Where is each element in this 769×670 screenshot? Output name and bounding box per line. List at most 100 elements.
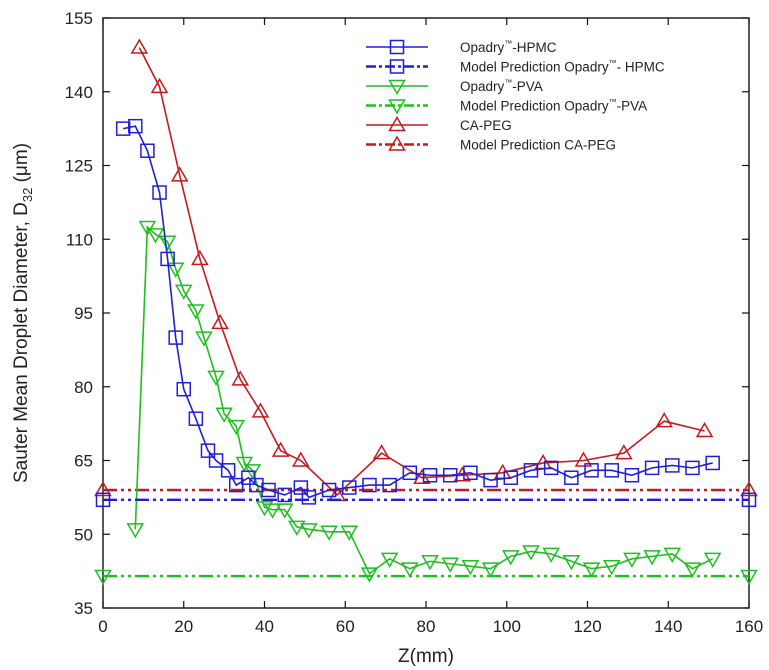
- data-point: [300, 523, 318, 539]
- data-point: [503, 470, 519, 485]
- y-tick-label: 80: [74, 378, 93, 397]
- x-tick-label: 120: [573, 617, 601, 636]
- legend-label-part: Model Prediction Opadry: [460, 60, 609, 75]
- data-point: [342, 480, 357, 495]
- data-point: [421, 555, 439, 571]
- legend-item: CA-PEG: [366, 115, 512, 133]
- data-point: [166, 262, 185, 278]
- legend-label-part: - HPMC: [617, 60, 665, 75]
- y-tick-label: 95: [74, 304, 93, 323]
- legend-label: Model Prediction Opadry™-PVA: [460, 98, 647, 114]
- data-point: [200, 443, 216, 458]
- data-point: [402, 465, 418, 481]
- y-tick-label: 50: [74, 525, 93, 544]
- legend-label: Model Prediction Opadry™- HPMC: [460, 59, 665, 75]
- legend-label-part: Opadry: [460, 40, 505, 55]
- y-axis-title-subscript: 32: [20, 188, 35, 202]
- data-point: [340, 525, 359, 541]
- y-axis-title-main: Sauter Mean Droplet Diameter, D: [11, 202, 32, 483]
- legend-marker: [388, 99, 406, 115]
- series-2: [126, 220, 722, 583]
- data-point: [191, 249, 209, 266]
- data-point: [623, 552, 641, 568]
- data-point: [168, 330, 183, 345]
- legend-label-part: -PVA: [512, 79, 543, 94]
- data-point: [483, 472, 498, 488]
- data-point: [602, 559, 621, 576]
- legend-label-part: Model Prediction CA-PEG: [460, 138, 616, 153]
- y-axis-title-unit: (μm): [11, 143, 32, 188]
- data-point: [740, 569, 758, 586]
- x-tick-label: 140: [654, 617, 682, 636]
- data-point: [740, 480, 758, 497]
- legend-label: Opadry™-HPMC: [460, 39, 557, 55]
- data-point: [227, 419, 246, 436]
- data-point: [401, 562, 419, 578]
- axis-ticks: 0 20 40 60 80 100 120 140 160 35 50 65 80 95 110 125 140…: [65, 9, 764, 636]
- data-point: [584, 463, 599, 478]
- data-point: [158, 235, 177, 251]
- data-point: [663, 547, 682, 563]
- data-point: [372, 444, 391, 460]
- legend-marker: [389, 39, 405, 55]
- data-point: [220, 463, 236, 478]
- x-tick-label: 100: [493, 617, 521, 636]
- data-point: [564, 470, 579, 485]
- data-point: [582, 562, 601, 578]
- data-point: [130, 38, 149, 54]
- data-point: [146, 228, 165, 244]
- data-point: [271, 441, 290, 457]
- data-point: [207, 370, 225, 386]
- legend-item: Model Prediction Opadry™- HPMC: [366, 59, 665, 75]
- data-point: [115, 121, 131, 136]
- data-point: [461, 559, 480, 576]
- data-point: [187, 304, 205, 320]
- data-point: [263, 503, 282, 519]
- data-point: [251, 402, 270, 418]
- data-point: [176, 381, 191, 397]
- legend-item: Opadry™-HPMC: [366, 39, 557, 55]
- data-point: [703, 552, 722, 568]
- legend-item: Opadry™-PVA: [366, 78, 543, 96]
- legend-label-sup: ™: [609, 59, 617, 68]
- series-line: [138, 47, 705, 497]
- legend-label: Model Prediction CA-PEG: [460, 138, 616, 153]
- data-point: [655, 412, 674, 428]
- data-point: [94, 480, 112, 497]
- y-tick-label: 35: [74, 599, 93, 618]
- legend-label-part: Opadry: [460, 79, 505, 94]
- x-tick-label: 60: [336, 617, 355, 636]
- series-3: [94, 569, 758, 586]
- data-point: [241, 470, 256, 485]
- data-point: [705, 455, 720, 471]
- x-tick-label: 0: [98, 617, 107, 636]
- data-point: [360, 567, 379, 583]
- data-point: [543, 460, 559, 476]
- data-point: [95, 492, 111, 508]
- series-layer: [94, 38, 758, 586]
- data-point: [150, 77, 169, 94]
- legend-label: CA-PEG: [460, 118, 512, 133]
- x-tick-label: 20: [174, 617, 193, 636]
- data-point: [277, 487, 292, 503]
- data-point: [170, 166, 189, 182]
- data-point: [292, 451, 310, 467]
- legend: Opadry™-HPMC Model Prediction Opadry™- HP…: [366, 39, 665, 153]
- data-point: [195, 331, 213, 347]
- data-point: [228, 477, 244, 493]
- x-tick-label: 40: [255, 617, 274, 636]
- data-point: [413, 468, 431, 484]
- y-tick-label: 65: [74, 452, 93, 471]
- data-point: [211, 313, 229, 330]
- data-point: [422, 468, 438, 483]
- data-point: [94, 569, 112, 586]
- data-point: [542, 547, 560, 563]
- x-tick-label: 160: [735, 617, 763, 636]
- series-5: [94, 480, 758, 497]
- data-point: [685, 460, 700, 476]
- legend-item: Model Prediction Opadry™-PVA: [366, 98, 647, 115]
- data-point: [643, 550, 661, 566]
- data-point: [665, 458, 680, 473]
- y-tick-label: 155: [65, 9, 93, 28]
